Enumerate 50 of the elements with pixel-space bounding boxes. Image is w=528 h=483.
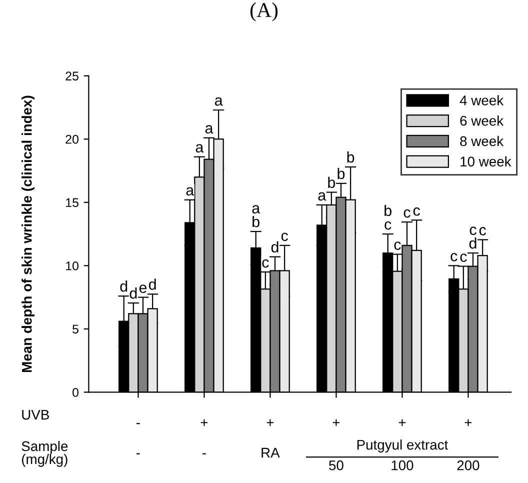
data-label: a b [252, 205, 260, 228]
x-tick-label: + [398, 419, 406, 426]
y-tick-label: 20 [66, 134, 78, 144]
y-tick-label: 25 [66, 72, 78, 80]
legend-label: 4 week [460, 95, 504, 106]
text: 50 [329, 460, 344, 470]
text: Putgyul extract [357, 440, 448, 452]
x-tick-label: + [266, 419, 274, 426]
text: Sample (mg/kg) [22, 440, 68, 467]
data-label: a [196, 144, 204, 153]
data-label: a [186, 187, 194, 196]
data-label: b [328, 176, 336, 188]
data-label: c [479, 227, 486, 236]
text: UVB [22, 410, 49, 420]
data-label: c [413, 207, 420, 216]
text: - [202, 453, 206, 454]
legend-label: 6 week [460, 116, 504, 126]
text: RA [262, 448, 280, 458]
x-tick-label: + [464, 419, 472, 426]
text: - [136, 453, 140, 454]
data-label: d [130, 287, 137, 299]
data-label: d [271, 241, 278, 253]
data-label: e [139, 284, 147, 293]
data-label: b c [384, 204, 392, 230]
legend-label: 8 week [460, 136, 504, 146]
data-label: a [214, 97, 223, 106]
data-label: c [450, 252, 458, 262]
text: 100 [392, 460, 414, 470]
y-tick-label: 0 [72, 388, 78, 397]
legend-label: 10 week [460, 156, 512, 166]
data-label: a [205, 125, 214, 134]
data-label: d [148, 278, 156, 290]
y-tick-label: 10 [66, 261, 78, 270]
data-label: b [347, 151, 354, 163]
y-tick-label: 15 [66, 198, 78, 208]
x-tick-label: + [200, 419, 208, 426]
data-label: c [404, 209, 410, 218]
data-label: b [338, 168, 345, 180]
text: 200 [457, 460, 480, 470]
y-axis-title: Mean depth of skin wrinkle (clinical index) [22, 96, 35, 372]
chart-title: (A) [250, 2, 278, 22]
data-label: c d [469, 226, 476, 249]
data-label: c [394, 242, 401, 250]
x-tick-label: + [332, 419, 340, 426]
data-label: c [281, 232, 288, 242]
data-label: a [318, 192, 326, 201]
y-tick-label: 5 [72, 324, 78, 334]
data-label: c [460, 254, 467, 262]
data-label: d [120, 280, 128, 292]
data-label: c [262, 259, 269, 268]
